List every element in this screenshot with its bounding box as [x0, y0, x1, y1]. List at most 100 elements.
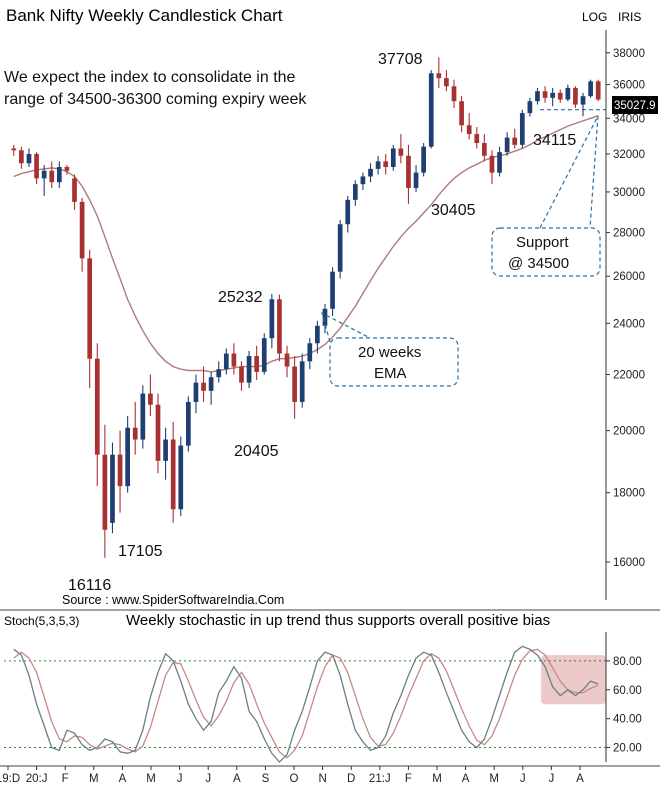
candle-body: [72, 178, 77, 202]
stoch-highlight: [541, 655, 607, 705]
candle-body: [527, 101, 533, 114]
stoch-tick-label: 60.00: [613, 685, 642, 697]
support-callout-box: [491, 227, 601, 277]
ema-callout-box: [329, 337, 459, 387]
candle-body: [383, 161, 389, 167]
candle-body: [459, 101, 464, 126]
stoch-tick-label: 20.00: [613, 743, 642, 755]
x-tick-label: O: [290, 773, 299, 785]
annotation-25232: 25232: [218, 289, 263, 306]
candle-body: [49, 170, 55, 183]
candle-body: [406, 155, 411, 189]
chart-title: Bank Nifty Weekly Candlestick Chart: [6, 6, 283, 25]
candle-body: [451, 86, 457, 102]
candle-body: [519, 113, 525, 145]
candle-body: [360, 176, 366, 185]
candle-body: [34, 153, 39, 179]
stoch-tick-label: 80.00: [613, 656, 642, 668]
price-tick-label: 36000: [613, 80, 645, 92]
price-tick-label: 32000: [613, 149, 645, 161]
x-tick-label: M: [489, 773, 499, 785]
candle-body: [79, 201, 85, 259]
price-tick-label: 20000: [613, 426, 645, 438]
candle-body: [19, 150, 24, 164]
source-credit: Source : www.SpiderSoftwareIndia.Com: [62, 593, 284, 607]
x-tick-label: F: [405, 773, 412, 785]
x-tick-label: M: [89, 773, 99, 785]
candle-body: [512, 137, 518, 145]
source-label: IRIS: [618, 10, 641, 24]
candle-body: [444, 78, 449, 87]
candle-body: [216, 369, 222, 378]
price-tag: 35027.9: [614, 100, 656, 112]
candle-body: [489, 155, 495, 173]
candle-body: [368, 168, 373, 177]
annotation-20405: 20405: [234, 443, 279, 460]
price-tick-label: 38000: [613, 48, 645, 60]
price-tick-label: 22000: [613, 370, 645, 382]
candle-body: [352, 184, 358, 200]
candle-body: [474, 134, 480, 144]
price-tick-label: 34000: [613, 113, 645, 125]
candle-body: [307, 343, 313, 362]
candle-body: [94, 358, 100, 455]
price-tag-box: [612, 96, 658, 114]
candle-body: [110, 454, 115, 523]
candle-body: [155, 404, 161, 461]
commentary-line-2: range of 34500-36300 coming expiry week: [4, 91, 307, 108]
candle-body: [239, 366, 244, 383]
candle-body: [140, 393, 146, 440]
x-tick-label: J: [177, 773, 183, 785]
x-tick-label: N: [318, 773, 326, 785]
price-tick-label: 28000: [613, 228, 645, 240]
candle-body: [201, 382, 206, 391]
x-tick-label: M: [146, 773, 156, 785]
candle-body: [11, 148, 17, 151]
annotation-34115: 34115: [533, 132, 576, 149]
x-tick-label: 19:D: [0, 773, 20, 785]
candle-body: [254, 356, 260, 372]
x-tick-label: M: [432, 773, 442, 785]
candle-body: [398, 148, 404, 156]
stoch-title: Stoch(5,3,5,3): [4, 614, 79, 628]
axes: 16000 18000 20000 22000 24000 26000 28000 30000…: [0, 30, 660, 785]
scale-label: LOG: [582, 10, 607, 24]
candle-body: [163, 439, 168, 461]
x-tick-label: D: [347, 773, 355, 785]
candle-body: [421, 146, 426, 173]
candle-body: [193, 382, 199, 402]
candle-body: [436, 73, 442, 79]
stoch-tick-label: 40.00: [613, 714, 642, 726]
candle-body: [299, 361, 305, 402]
x-tick-label: 20:J: [26, 773, 48, 785]
x-tick-label: J: [205, 773, 211, 785]
candle-body: [223, 353, 229, 370]
candle-body: [595, 81, 601, 100]
annotation-17105: 17105: [118, 543, 163, 560]
x-tick-label: F: [62, 773, 69, 785]
x-tick-label: A: [576, 773, 584, 785]
candle-body: [565, 87, 571, 100]
x-tick-label: A: [462, 773, 470, 785]
x-tick-label: J: [520, 773, 526, 785]
ema-callout-pointer: [321, 311, 371, 343]
labels: Bank Nifty Weekly Candlestick Chart LOG …: [4, 6, 658, 629]
support-callout-line-2: @ 34500: [508, 255, 569, 272]
support-callout-pointer: [539, 115, 599, 229]
price-tick-label: 24000: [613, 318, 645, 330]
candle-body: [550, 92, 556, 98]
candle-body: [132, 427, 138, 440]
price-tick-label: 30000: [613, 187, 645, 199]
candle-body: [284, 353, 290, 367]
ema-callout-line-2: EMA: [374, 365, 407, 382]
annotation-37708: 37708: [378, 51, 423, 68]
candle-body: [148, 393, 153, 405]
candle-body: [557, 92, 563, 100]
x-tick-label: A: [233, 773, 241, 785]
candle-body: [170, 439, 176, 510]
candle-body: [337, 224, 343, 272]
price-tick-label: 16000: [613, 557, 645, 569]
candle-body: [292, 366, 297, 402]
candle-body: [322, 308, 328, 326]
